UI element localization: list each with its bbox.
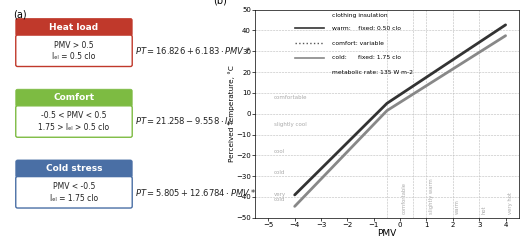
Text: comfortable: comfortable <box>402 182 407 214</box>
Text: Iₑₗ = 0.5 clo: Iₑₗ = 0.5 clo <box>52 53 96 61</box>
Text: PMV > 0.5: PMV > 0.5 <box>54 41 94 50</box>
Text: comfortable: comfortable <box>274 95 307 100</box>
Text: PMV < -0.5: PMV < -0.5 <box>53 182 95 191</box>
FancyBboxPatch shape <box>16 177 132 208</box>
X-axis label: PMV: PMV <box>377 229 397 238</box>
Text: -0.5 < PMV < 0.5: -0.5 < PMV < 0.5 <box>41 111 107 121</box>
Text: comfort: variable: comfort: variable <box>332 41 384 46</box>
Text: Comfort: Comfort <box>53 93 94 102</box>
FancyBboxPatch shape <box>16 35 132 67</box>
Text: (b): (b) <box>213 0 227 6</box>
Text: very hot: very hot <box>508 192 512 214</box>
Text: cold:      fixed: 1.75 clo: cold: fixed: 1.75 clo <box>332 55 401 60</box>
Text: Cold stress: Cold stress <box>46 164 102 173</box>
Text: warm:    fixed: 0.50 clo: warm: fixed: 0.50 clo <box>332 26 401 31</box>
Text: cold: cold <box>274 169 285 174</box>
Text: cool: cool <box>274 149 285 154</box>
Y-axis label: Perceived Temperature, °C: Perceived Temperature, °C <box>228 65 235 162</box>
FancyBboxPatch shape <box>16 160 132 177</box>
Text: slightly cool: slightly cool <box>274 122 307 127</box>
Text: (a): (a) <box>13 10 27 20</box>
Text: Iₑₗ = 1.75 clo: Iₑₗ = 1.75 clo <box>50 194 98 203</box>
FancyBboxPatch shape <box>16 18 132 36</box>
Text: hot: hot <box>482 205 486 214</box>
Text: 1.75 > Iₑₗ > 0.5 clo: 1.75 > Iₑₗ > 0.5 clo <box>38 123 110 132</box>
Text: Heat load: Heat load <box>49 23 99 32</box>
FancyBboxPatch shape <box>16 106 132 137</box>
Text: warm: warm <box>455 199 460 214</box>
Text: metabolic rate: 135 W m-2: metabolic rate: 135 W m-2 <box>332 70 412 75</box>
Text: clothing insulation: clothing insulation <box>332 13 387 18</box>
Text: $PT = 21.258 - 9.558 \cdot I_{cl}$: $PT = 21.258 - 9.558 \cdot I_{cl}$ <box>135 115 234 128</box>
Text: $PT = 5.805 + 12.6784 \cdot PMV$ *: $PT = 5.805 + 12.6784 \cdot PMV$ * <box>135 187 257 198</box>
Text: slightly warm: slightly warm <box>429 178 433 214</box>
FancyBboxPatch shape <box>16 89 132 107</box>
Text: $PT = 16.826 + 6.183 \cdot PMV$ *: $PT = 16.826 + 6.183 \cdot PMV$ * <box>135 45 252 56</box>
Text: very
cold: very cold <box>274 192 286 202</box>
